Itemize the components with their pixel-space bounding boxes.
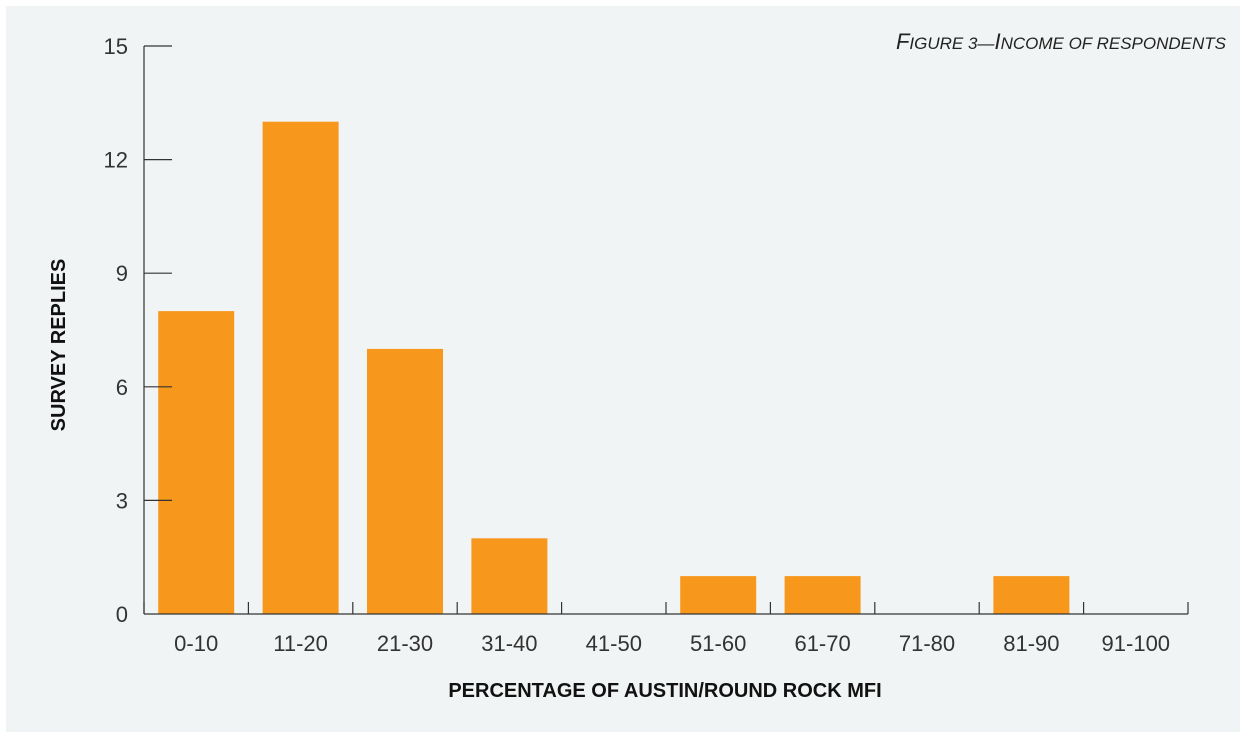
x-tick-label-91-100: 91-100 — [1102, 631, 1171, 656]
x-tick-label-11-20: 11-20 — [273, 631, 328, 656]
y-tick-label-9: 9 — [116, 261, 128, 286]
bar-81-90 — [993, 576, 1070, 614]
x-tick-label-71-80: 71-80 — [899, 631, 955, 656]
y-ticks-group: 0 3 6 9 12 15 — [104, 34, 172, 627]
y-tick-label-3: 3 — [116, 488, 128, 513]
bar-31-40 — [471, 538, 548, 614]
x-tick-label-41-50: 41-50 — [586, 631, 642, 656]
x-tick-label-51-60: 51-60 — [690, 631, 746, 656]
bar-51-60 — [680, 576, 757, 614]
x-tick-label-0-10: 0-10 — [174, 631, 218, 656]
x-ticks-group: 0-10 11-20 21-30 31-40 41-50 51-60 61-70 71-80 8… — [143, 602, 1189, 656]
y-tick-label-0: 0 — [116, 602, 128, 627]
x-tick-label-61-70: 61-70 — [794, 631, 850, 656]
y-tick-label-15: 15 — [104, 34, 128, 59]
figure-title: FIGURE 3—INCOME OF RESPONDENTS — [896, 29, 1227, 54]
bar-0-10 — [158, 311, 235, 614]
bar-21-30 — [367, 348, 443, 614]
x-tick-label-21-30: 21-30 — [377, 631, 433, 656]
bars-group — [158, 121, 1070, 614]
bar-61-70 — [784, 576, 861, 614]
x-tick-label-81-90: 81-90 — [1003, 631, 1059, 656]
x-axis-title: PERCENTAGE OF AUSTIN/ROUND ROCK MFI — [448, 680, 881, 702]
y-tick-label-6: 6 — [116, 375, 128, 400]
x-tick-label-31-40: 31-40 — [481, 631, 537, 656]
bar-11-20 — [262, 121, 339, 614]
y-tick-label-12: 12 — [104, 148, 128, 173]
y-axis-title: SURVEY REPLIES — [48, 259, 70, 432]
